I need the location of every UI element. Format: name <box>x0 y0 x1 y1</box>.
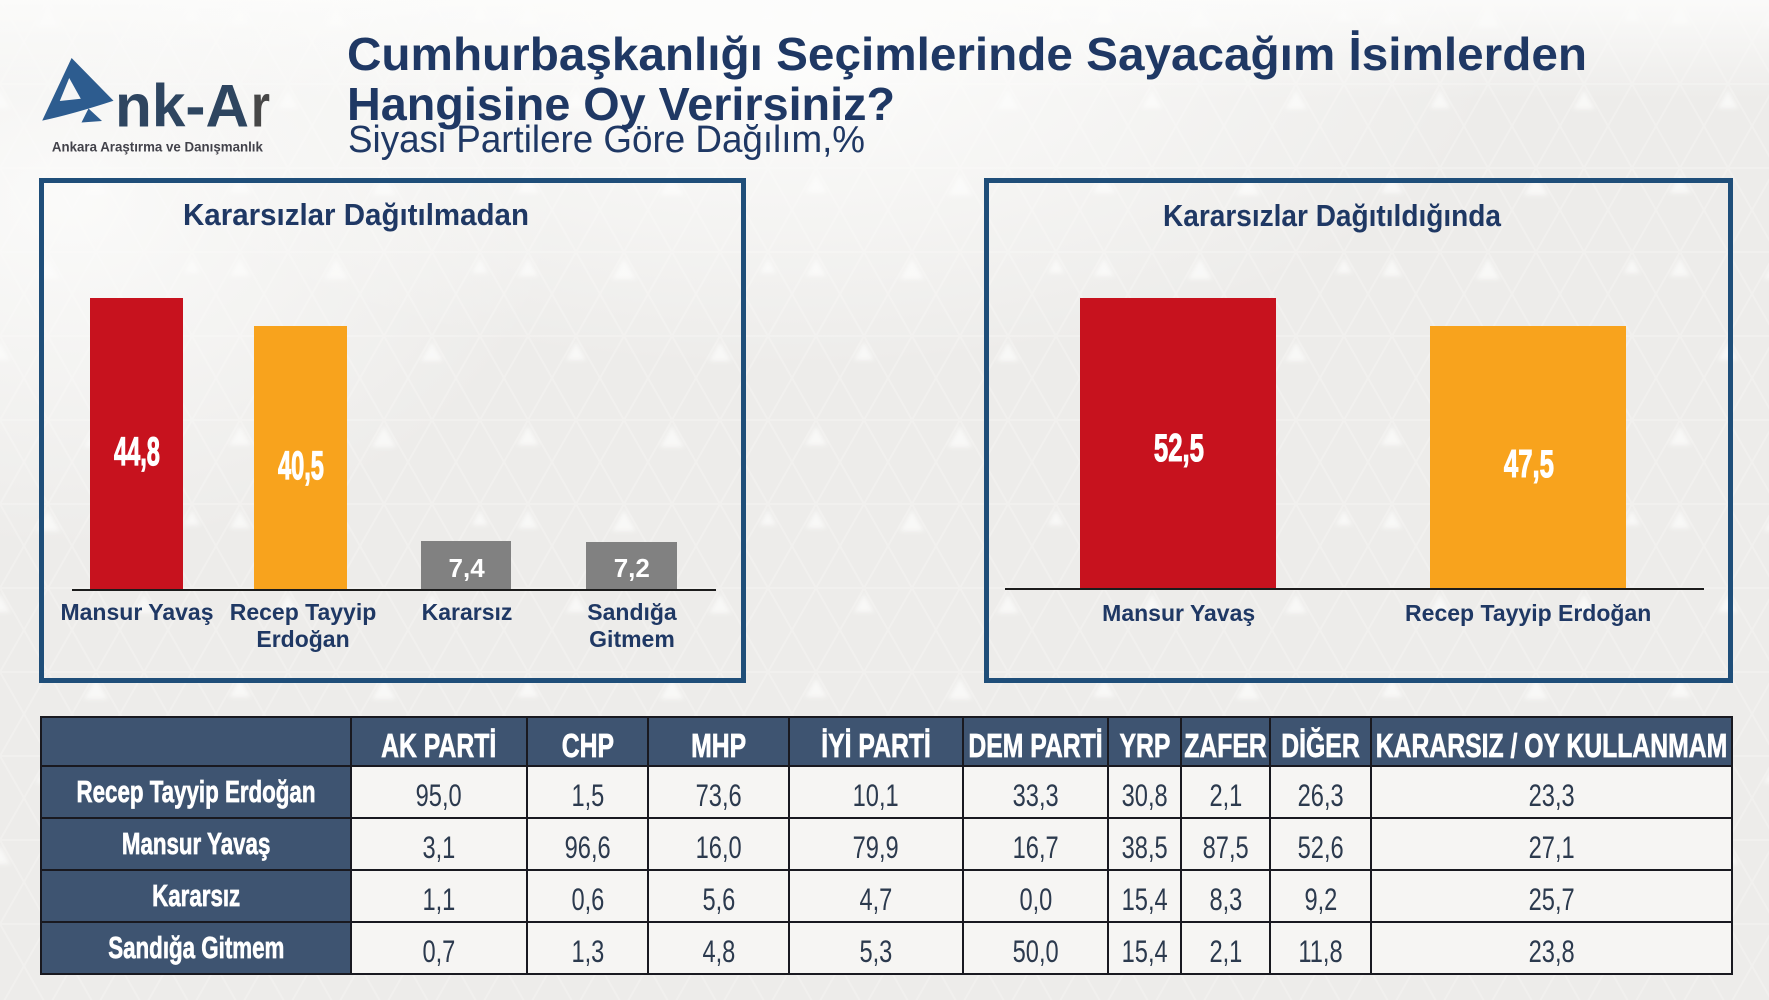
svg-text:r: r <box>251 73 270 140</box>
svg-text:Ankara Araştırma ve Danışmanlı: Ankara Araştırma ve Danışmanlık <box>52 139 263 154</box>
svg-text:nk-A: nk-A <box>115 73 249 140</box>
